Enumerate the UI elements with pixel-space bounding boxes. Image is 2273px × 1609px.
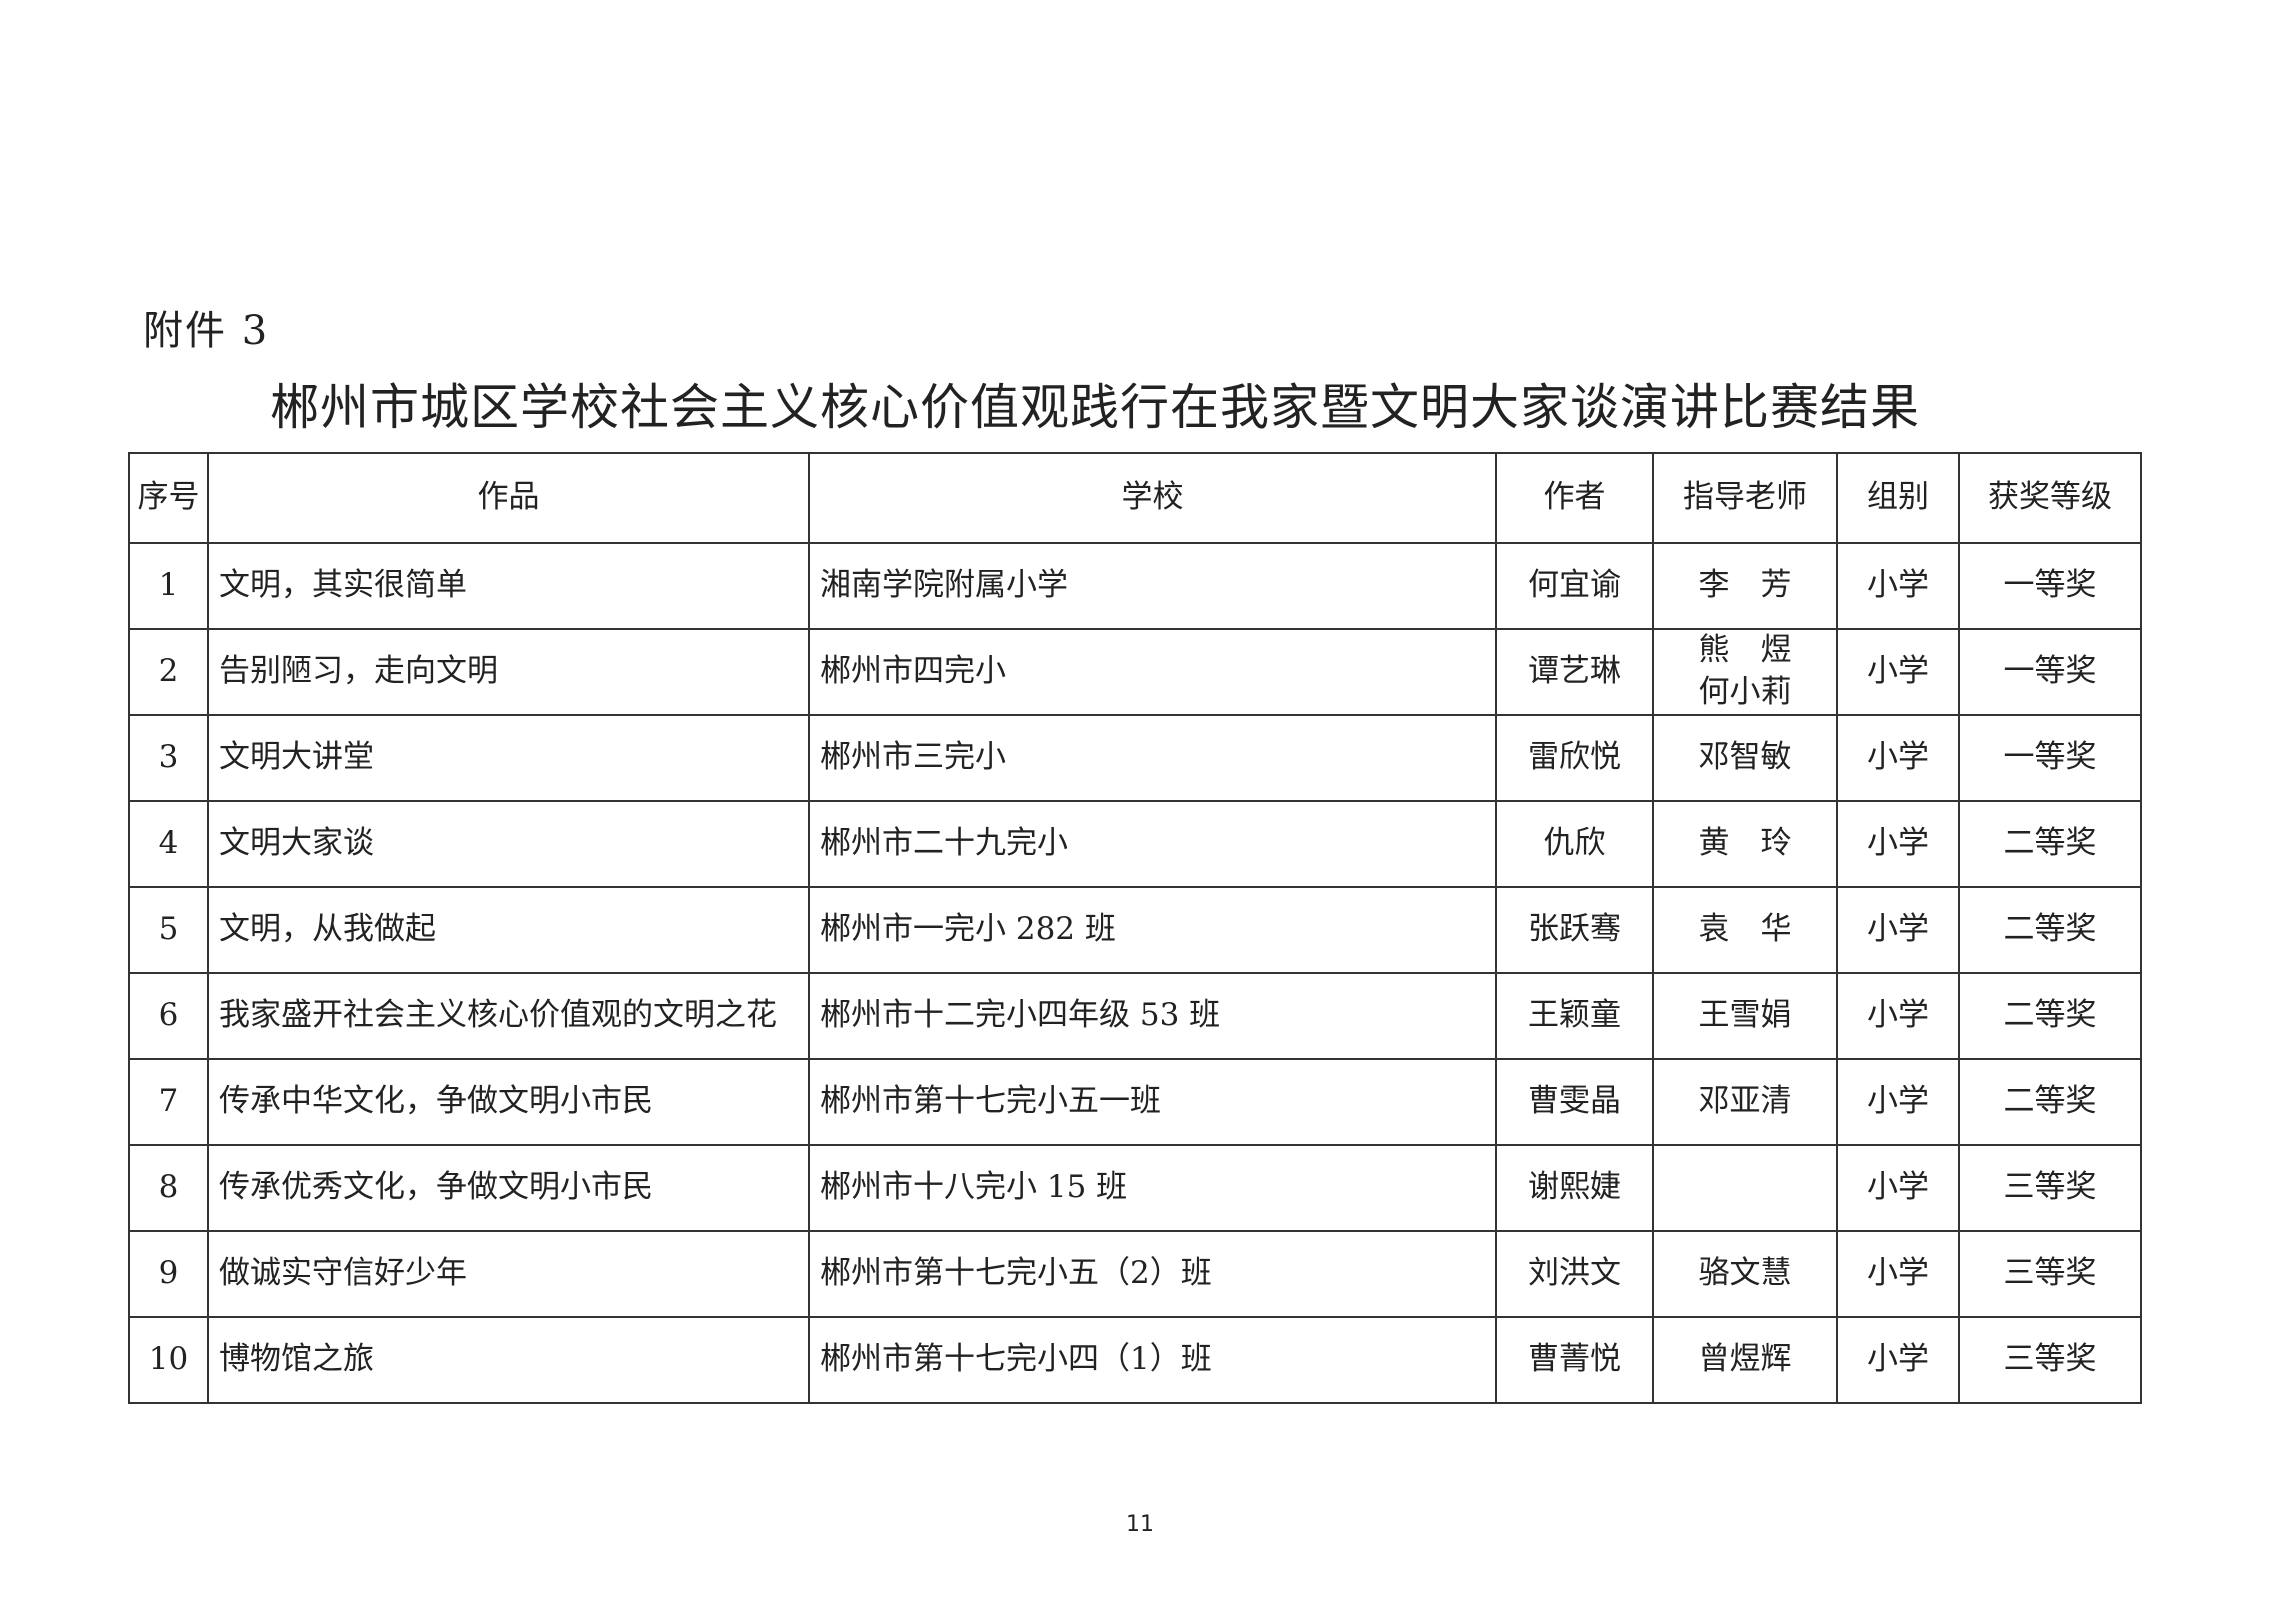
cell-school: 郴州市十二完小四年级 53 班 <box>808 972 1497 1060</box>
cell-school: 郴州市第十七完小四（1）班 <box>808 1316 1497 1404</box>
cell-work: 文明大讲堂 <box>207 714 810 802</box>
cell-no: 6 <box>128 972 209 1060</box>
cell-author: 刘洪文 <box>1495 1230 1654 1318</box>
cell-author: 曹菁悦 <box>1495 1316 1654 1404</box>
table-row: 4 文明大家谈 郴州市二十九完小 仇欣黄 玲小学 二等奖 <box>128 800 2142 888</box>
document-title: 郴州市城区学校社会主义核心价值观践行在我家暨文明大家谈演讲比赛结果 <box>270 379 1921 436</box>
table-row: 2 告别陋习，走向文明 郴州市四完小 谭艺琳熊 煜 何小莉 小学 一等奖 <box>128 628 2142 716</box>
cell-group: 小学 <box>1836 628 1960 716</box>
cell-school: 郴州市四完小 <box>808 628 1497 716</box>
cell-school: 郴州市一完小 282 班 <box>808 886 1497 974</box>
cell-school: 湘南学院附属小学 <box>808 542 1497 630</box>
header-teacher: 指导老师 <box>1652 452 1838 544</box>
cell-work: 文明大家谈 <box>207 800 810 888</box>
cell-teacher: 熊 煜 何小莉 <box>1652 628 1838 716</box>
header-group: 组别 <box>1836 452 1960 544</box>
cell-teacher: 曾煜辉 <box>1652 1316 1838 1404</box>
cell-group: 小学 <box>1836 972 1960 1060</box>
cell-author: 曹雯晶 <box>1495 1058 1654 1146</box>
cell-teacher <box>1652 1144 1838 1232</box>
header-no: 序号 <box>128 452 209 544</box>
table-row: 10 博物馆之旅 郴州市第十七完小四（1）班 曹菁悦 曾煜辉 小学 三等奖 <box>128 1316 2142 1404</box>
table-row: 3 文明大讲堂 郴州市三完小 雷欣悦 邓智敏 小学 一等奖 <box>128 714 2142 802</box>
table-row: 5 文明，从我做起 郴州市一完小 282 班张跃骞袁 华小学 二等奖 <box>128 886 2142 974</box>
header-author: 作者 <box>1495 452 1654 544</box>
header-award: 获奖等级 <box>1958 452 2142 544</box>
page-number: 11 <box>1126 1512 1154 1537</box>
cell-teacher: 袁 华 <box>1652 886 1838 974</box>
cell-author: 雷欣悦 <box>1495 714 1654 802</box>
cell-award: 一等奖 <box>1958 542 2142 630</box>
cell-teacher: 骆文慧 <box>1652 1230 1838 1318</box>
cell-group: 小学 <box>1836 1144 1960 1232</box>
cell-award: 三等奖 <box>1958 1316 2142 1404</box>
cell-no: 9 <box>128 1230 209 1318</box>
cell-award: 二等奖 <box>1958 1058 2142 1146</box>
cell-work: 告别陋习，走向文明 <box>207 628 810 716</box>
cell-work: 传承优秀文化，争做文明小市民 <box>207 1144 810 1232</box>
cell-author: 王颖童 <box>1495 972 1654 1060</box>
cell-work: 我家盛开社会主义核心价值观的文明之花 <box>207 972 810 1060</box>
header-work: 作品 <box>207 452 810 544</box>
cell-group: 小学 <box>1836 714 1960 802</box>
table-row: 1 文明，其实很简单 湘南学院附属小学 何宜谕李 芳小学 一等奖 <box>128 542 2142 630</box>
cell-author: 仇欣 <box>1495 800 1654 888</box>
cell-teacher: 王雪娟 <box>1652 972 1838 1060</box>
cell-work: 文明，其实很简单 <box>207 542 810 630</box>
cell-work: 传承中华文化，争做文明小市民 <box>207 1058 810 1146</box>
cell-school: 郴州市第十七完小五一班 <box>808 1058 1497 1146</box>
cell-no: 5 <box>128 886 209 974</box>
cell-award: 二等奖 <box>1958 972 2142 1060</box>
header-school: 学校 <box>808 452 1497 544</box>
cell-award: 一等奖 <box>1958 714 2142 802</box>
table-row: 9 做诚实守信好少年 郴州市第十七完小五（2）班 刘洪文 骆文慧 小学 三等奖 <box>128 1230 2142 1318</box>
cell-award: 三等奖 <box>1958 1230 2142 1318</box>
cell-teacher: 邓亚清 <box>1652 1058 1838 1146</box>
cell-award: 三等奖 <box>1958 1144 2142 1232</box>
cell-school: 郴州市第十七完小五（2）班 <box>808 1230 1497 1318</box>
cell-award: 二等奖 <box>1958 886 2142 974</box>
cell-no: 1 <box>128 542 209 630</box>
cell-group: 小学 <box>1836 1230 1960 1318</box>
cell-author: 谭艺琳 <box>1495 628 1654 716</box>
cell-teacher: 李 芳 <box>1652 542 1838 630</box>
cell-no: 10 <box>128 1316 209 1404</box>
table-row: 8 传承优秀文化，争做文明小市民 郴州市十八完小 15 班谢熙婕 小学 三等奖 <box>128 1144 2142 1232</box>
cell-school: 郴州市十八完小 15 班 <box>808 1144 1497 1232</box>
cell-work: 做诚实守信好少年 <box>207 1230 810 1318</box>
results-table: 序号 作品 学校 作者 指导老师 组别 获奖等级 1 文明，其实很简单 湘南学院附属… <box>128 452 2142 1404</box>
cell-no: 2 <box>128 628 209 716</box>
cell-no: 4 <box>128 800 209 888</box>
cell-teacher: 邓智敏 <box>1652 714 1838 802</box>
cell-work: 博物馆之旅 <box>207 1316 810 1404</box>
cell-award: 一等奖 <box>1958 628 2142 716</box>
cell-no: 7 <box>128 1058 209 1146</box>
cell-school: 郴州市三完小 <box>808 714 1497 802</box>
cell-no: 3 <box>128 714 209 802</box>
cell-group: 小学 <box>1836 1316 1960 1404</box>
cell-group: 小学 <box>1836 1058 1960 1146</box>
table-header-row: 序号 作品 学校 作者 指导老师 组别 获奖等级 <box>128 452 2142 544</box>
table-row: 7 传承中华文化，争做文明小市民 郴州市第十七完小五一班 曹雯晶 邓亚清 小学 二等奖 <box>128 1058 2142 1146</box>
cell-teacher: 黄 玲 <box>1652 800 1838 888</box>
cell-author: 张跃骞 <box>1495 886 1654 974</box>
cell-author: 何宜谕 <box>1495 542 1654 630</box>
cell-group: 小学 <box>1836 542 1960 630</box>
cell-author: 谢熙婕 <box>1495 1144 1654 1232</box>
cell-award: 二等奖 <box>1958 800 2142 888</box>
cell-work: 文明，从我做起 <box>207 886 810 974</box>
attachment-label: 附件 3 <box>143 308 270 354</box>
table-row: 6 我家盛开社会主义核心价值观的文明之花 郴州市十二完小四年级 53 班王颖童 王雪娟… <box>128 972 2142 1060</box>
cell-group: 小学 <box>1836 886 1960 974</box>
cell-school: 郴州市二十九完小 <box>808 800 1497 888</box>
cell-no: 8 <box>128 1144 209 1232</box>
cell-group: 小学 <box>1836 800 1960 888</box>
